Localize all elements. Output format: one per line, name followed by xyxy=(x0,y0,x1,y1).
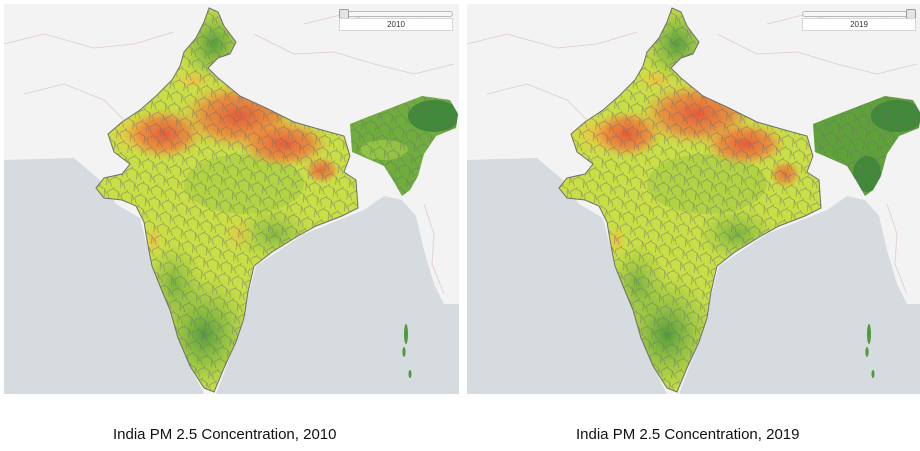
slider-track[interactable] xyxy=(339,11,453,17)
year-slider-2010[interactable]: 2010 xyxy=(339,9,453,31)
map-panel-2019[interactable]: 2019 xyxy=(467,4,920,394)
map-panel-2010[interactable]: 2010 xyxy=(4,4,459,394)
arabian-sea xyxy=(467,158,667,394)
arabian-sea xyxy=(4,158,204,394)
map-caption-2019: India PM 2.5 Concentration, 2019 xyxy=(576,426,800,443)
bay-of-bengal xyxy=(216,196,459,394)
year-label: 2010 xyxy=(339,18,453,31)
andaman-islands xyxy=(402,324,412,378)
year-label: 2019 xyxy=(802,18,916,31)
india-map-2010 xyxy=(4,4,459,394)
india-map-2019 xyxy=(467,4,920,394)
map-caption-2010: India PM 2.5 Concentration, 2010 xyxy=(113,426,337,443)
slider-track[interactable] xyxy=(802,11,916,17)
bay-of-bengal xyxy=(679,196,920,394)
andaman-islands xyxy=(865,324,875,378)
year-slider-2019[interactable]: 2019 xyxy=(802,9,916,31)
